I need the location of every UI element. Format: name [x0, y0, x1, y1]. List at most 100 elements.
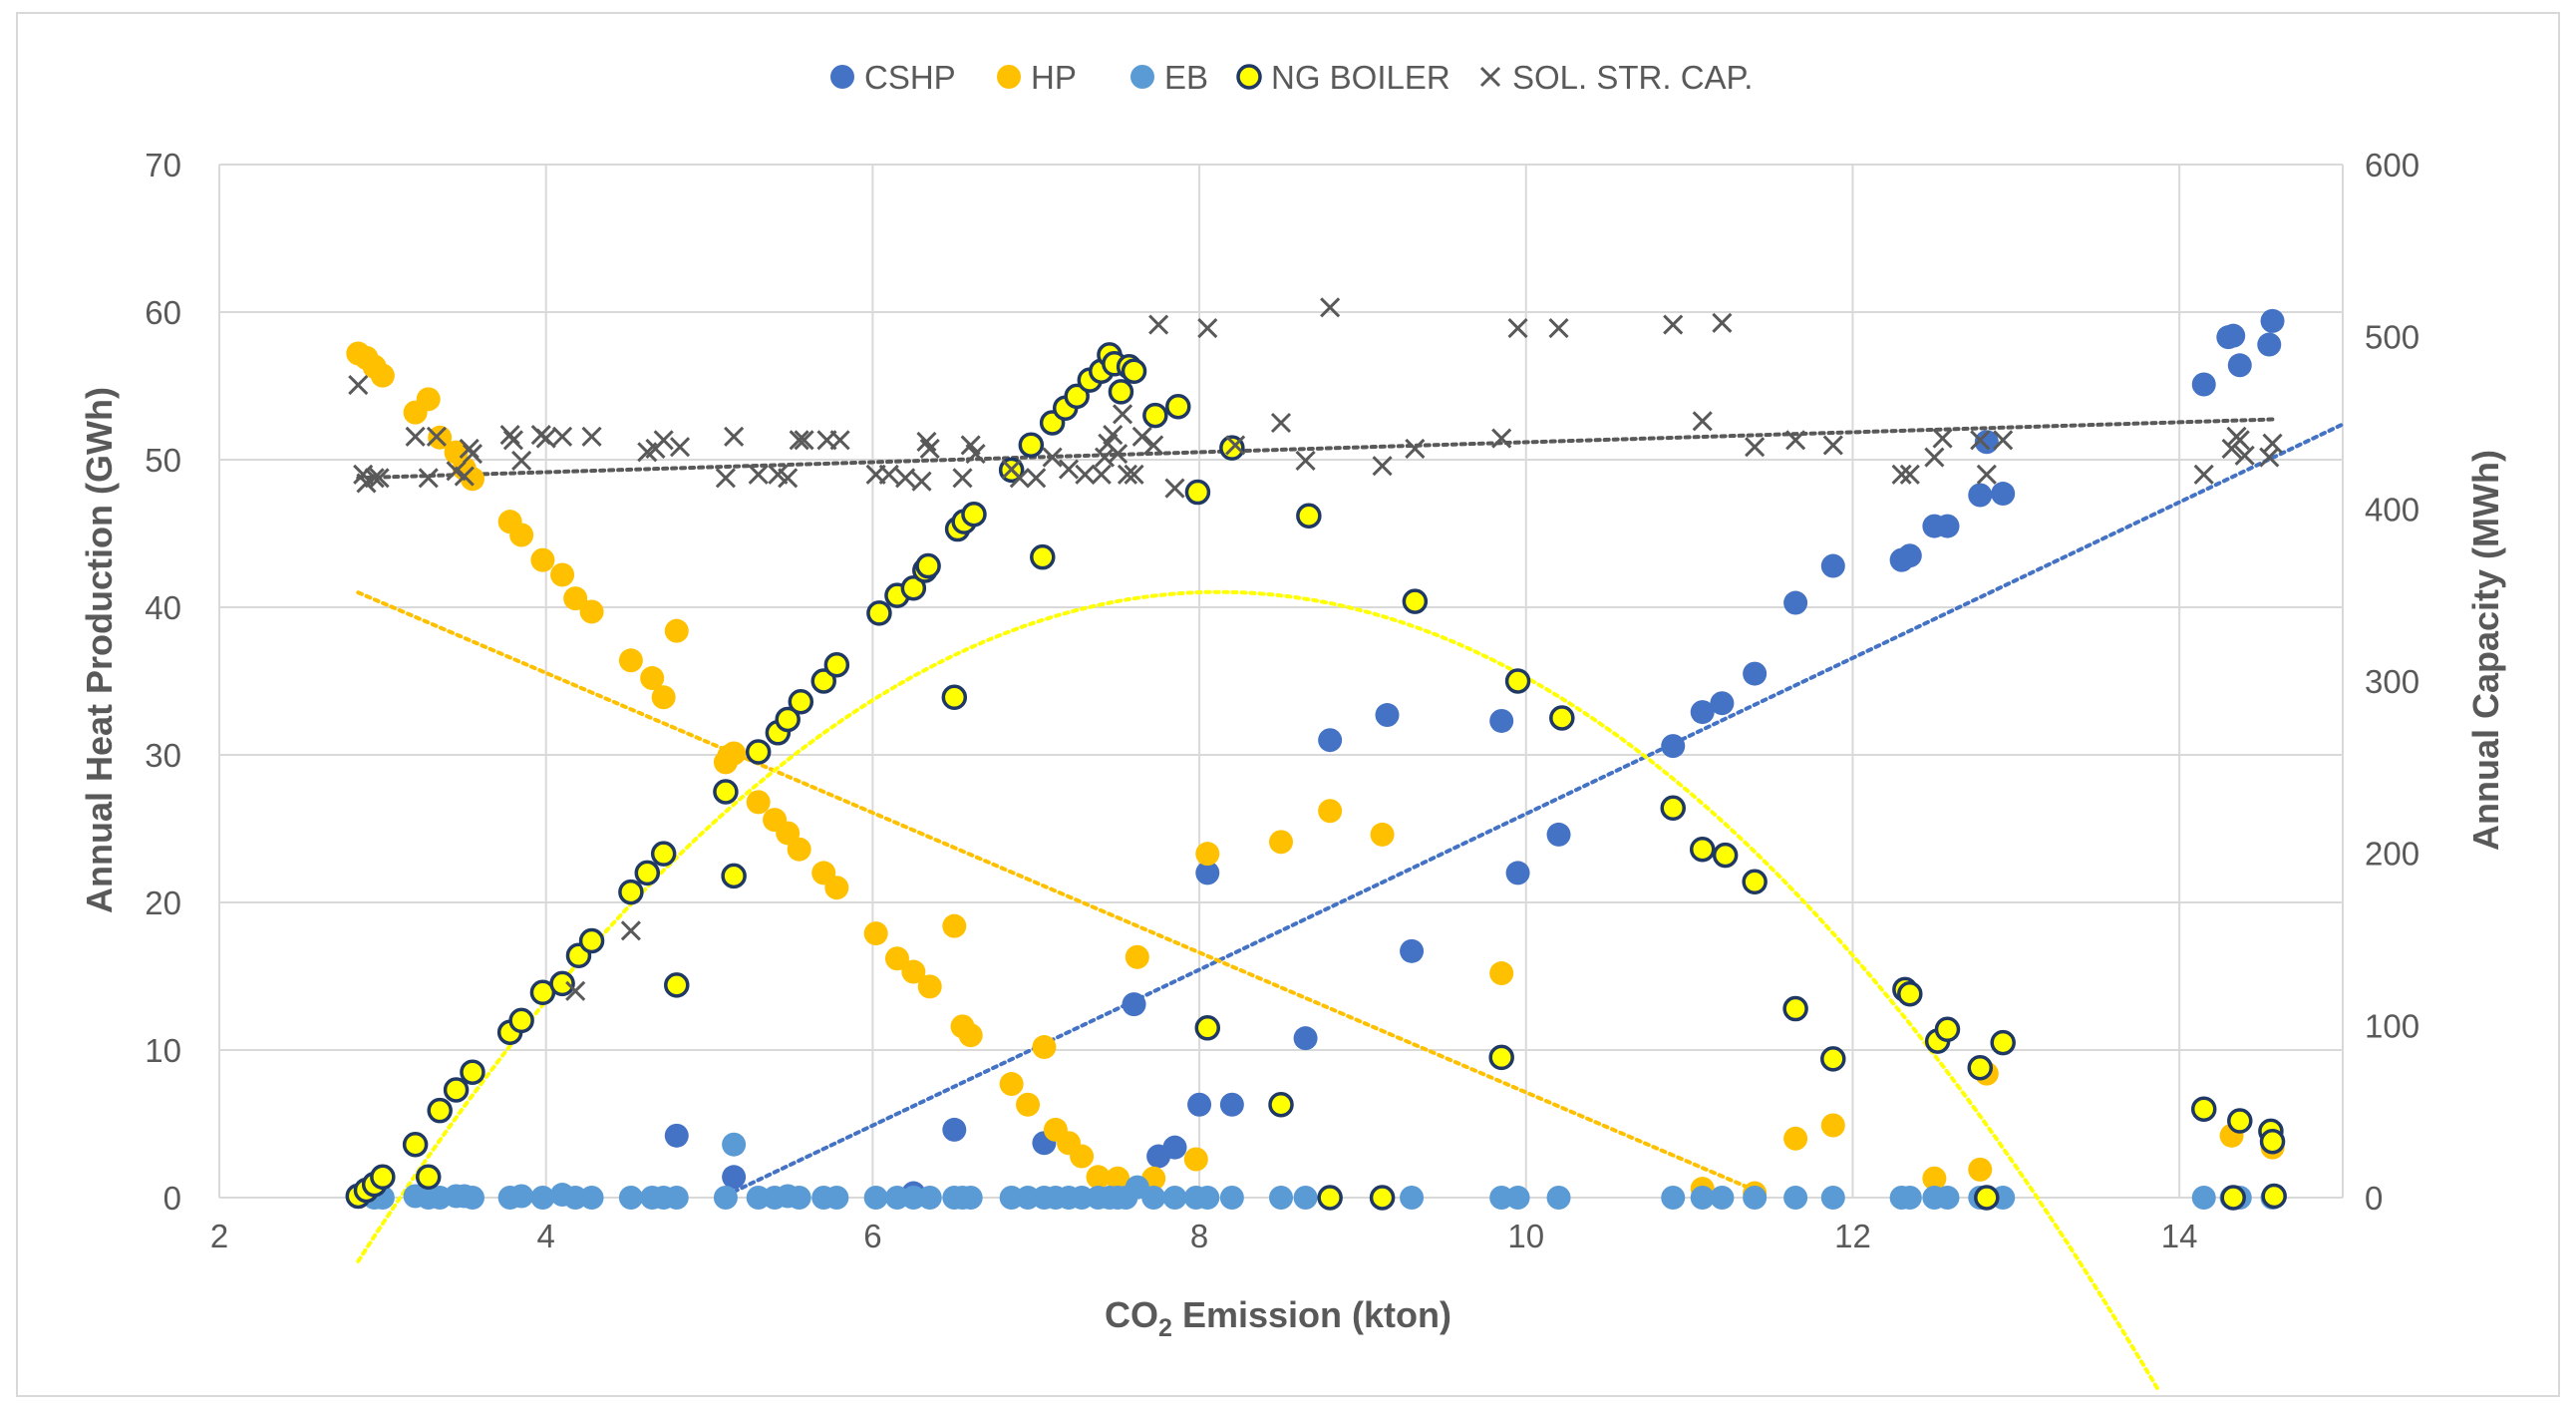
cshp-point [1820, 553, 1845, 578]
sol-cap-point [2234, 445, 2255, 466]
sol-cap-point [552, 426, 573, 447]
sol-cap-point-stroke [511, 450, 532, 472]
ng-boiler-point [1268, 1092, 1294, 1118]
sol-cap-point [1548, 317, 1569, 339]
sol-cap-point-stroke [2229, 430, 2250, 451]
legend-eb-marker [1130, 65, 1154, 89]
sol-cap-point-stroke [1785, 430, 1806, 451]
sol-cap-point-stroke [1117, 464, 1138, 485]
legend-hp-marker [997, 65, 1021, 89]
sol-cap-point [1692, 411, 1713, 432]
ng-boiler-point [915, 552, 941, 579]
sol-cap-point-stroke [1745, 437, 1766, 458]
ng-boiler-point [713, 779, 739, 805]
sol-cap-point-stroke [789, 430, 809, 451]
cshp-point [1991, 482, 2016, 507]
sol-cap-point [1009, 468, 1030, 489]
ng-boiler-point [941, 684, 968, 711]
ng-boiler-point [1121, 358, 1147, 384]
hp-point [1195, 842, 1220, 867]
ng-boiler-point [823, 651, 850, 678]
ng-boiler-point [1488, 1044, 1514, 1071]
legend-sol-cap-label: SOL. STR. CAP. [1512, 59, 1753, 96]
ng-boiler-point [1184, 479, 1211, 506]
ng-boiler-point [1504, 668, 1531, 694]
cshp-point [1195, 861, 1220, 885]
ng-boiler-point [1018, 432, 1045, 458]
sol-cap-point-stroke [353, 464, 374, 485]
cshp-point [1489, 708, 1514, 733]
sol-cap-point-stroke [1507, 317, 1528, 339]
eb-point [530, 1186, 555, 1210]
x-tick-label: 2 [210, 1218, 228, 1254]
sol-cap-point-stroke [829, 430, 850, 451]
sol-cap-point-stroke [1225, 435, 1246, 456]
cshp-point [722, 1165, 747, 1190]
sol-cap-point-stroke [1970, 430, 1991, 451]
x-tick-label: 14 [2161, 1218, 2198, 1254]
sol-cap-point [1320, 297, 1341, 318]
sol-cap-point-stroke [1491, 428, 1512, 449]
sol-cap-point [1113, 404, 1133, 425]
sol-cap-point [794, 430, 814, 451]
ng-boiler-point [1108, 379, 1134, 405]
cshp-point [1935, 514, 1960, 538]
hp-point [1032, 1035, 1057, 1060]
hp-point [1125, 944, 1149, 969]
ng-boiler-point [1712, 842, 1739, 869]
sol-cap-point [878, 464, 899, 485]
hp-point [746, 790, 771, 815]
sol-cap-point-stroke [1993, 430, 2014, 451]
hp-point [901, 959, 926, 984]
ng-boiler-point [650, 841, 677, 867]
ng-boiler-point [1142, 402, 1168, 429]
eb-point [958, 1186, 983, 1210]
cshp-point [1293, 1026, 1318, 1051]
sol-cap-point-stroke [916, 431, 937, 453]
eb-point [1783, 1186, 1808, 1210]
y2-tick-label: 500 [2365, 319, 2419, 356]
cshp-point [1661, 734, 1686, 759]
sol-cap-point [1491, 428, 1512, 449]
legend[interactable]: CSHP HP EB NG BOILER SOL. STR. CAP. [830, 59, 1753, 96]
ng-boiler-point [745, 739, 772, 765]
hp-point [651, 685, 676, 710]
sol-cap-point-stroke [581, 426, 602, 447]
ng-boiler-point [721, 863, 747, 889]
sol-cap-point-stroke [1548, 317, 1569, 339]
sol-cap-point [1663, 314, 1684, 335]
sol-cap-point [715, 468, 736, 489]
ng-boiler-point [664, 972, 690, 998]
eb-point [664, 1186, 689, 1210]
y-tick-label: 10 [145, 1032, 181, 1069]
sol-cap-point-stroke [1131, 426, 1152, 447]
sol-cap-point [2193, 464, 2214, 485]
hp-point [563, 586, 588, 611]
legend-cshp-label: CSHP [864, 59, 956, 96]
sol-cap-point-stroke [1197, 317, 1218, 339]
hp-point [722, 741, 747, 766]
cshp-point [2191, 372, 2216, 397]
ng-boiler-point [1402, 588, 1429, 614]
cshp-point [1375, 703, 1400, 728]
sol-cap-point-stroke [1091, 464, 1112, 485]
sol-cap-point-stroke [1932, 428, 1953, 449]
eb-point [1690, 1186, 1715, 1210]
eb-point [863, 1186, 888, 1210]
x-tick-label: 4 [537, 1218, 555, 1254]
sol-cap-point-stroke [1822, 435, 1843, 456]
cshp-point [1743, 661, 1768, 686]
y2-tick-label: 100 [2365, 1007, 2419, 1044]
hp-point [1783, 1126, 1808, 1151]
sol-cap-point-stroke [778, 468, 799, 489]
hp-point [640, 666, 665, 691]
sol-cap-point-stroke [1976, 464, 1997, 485]
cshp-point [2260, 308, 2285, 333]
hp-point [1086, 1165, 1111, 1190]
sol-cap-point-stroke [1094, 447, 1116, 468]
sol-cap-point-stroke [1075, 464, 1096, 485]
sol-cap-point-stroke [748, 464, 769, 485]
sol-cap-point [1117, 464, 1138, 485]
ng-boiler-point [370, 1164, 396, 1191]
